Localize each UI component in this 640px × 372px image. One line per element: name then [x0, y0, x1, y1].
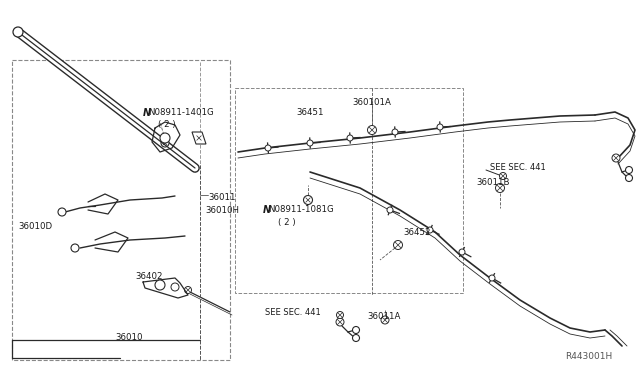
Text: ( 2 ): ( 2 ): [158, 120, 175, 129]
Text: 360101A: 360101A: [352, 98, 391, 107]
Text: 36402: 36402: [135, 272, 163, 281]
Circle shape: [459, 249, 465, 255]
Circle shape: [367, 125, 376, 135]
Text: N: N: [263, 205, 271, 215]
Circle shape: [161, 139, 169, 147]
Circle shape: [71, 244, 79, 252]
Bar: [235, 88, 463, 293]
Text: N08911-1081G: N08911-1081G: [268, 205, 333, 214]
Text: 36010D: 36010D: [18, 222, 52, 231]
Circle shape: [394, 241, 403, 250]
Text: 36011B: 36011B: [476, 178, 509, 187]
Circle shape: [612, 154, 620, 162]
Text: SEE SEC. 441: SEE SEC. 441: [490, 163, 546, 172]
Circle shape: [336, 318, 344, 326]
Circle shape: [184, 286, 191, 294]
Circle shape: [427, 227, 433, 233]
Circle shape: [307, 140, 313, 146]
Text: 36010: 36010: [115, 333, 143, 342]
Circle shape: [353, 327, 360, 334]
Bar: [12, 60, 230, 360]
Circle shape: [13, 27, 23, 37]
Circle shape: [489, 275, 495, 281]
Circle shape: [437, 124, 443, 130]
Circle shape: [625, 167, 632, 173]
Text: N08911-1401G: N08911-1401G: [148, 108, 214, 117]
Text: 36011: 36011: [208, 193, 236, 202]
Circle shape: [337, 311, 344, 318]
Circle shape: [381, 316, 389, 324]
Circle shape: [387, 207, 393, 213]
Circle shape: [499, 173, 506, 180]
Text: 36451: 36451: [296, 108, 323, 117]
Text: 36010H: 36010H: [205, 206, 239, 215]
Text: 36452: 36452: [403, 228, 431, 237]
Circle shape: [625, 174, 632, 182]
Circle shape: [171, 283, 179, 291]
Circle shape: [392, 129, 398, 135]
Text: R443001H: R443001H: [565, 352, 612, 361]
Circle shape: [265, 145, 271, 151]
Circle shape: [160, 133, 170, 143]
Circle shape: [58, 208, 66, 216]
Circle shape: [347, 135, 353, 141]
Circle shape: [155, 280, 165, 290]
Text: ( 2 ): ( 2 ): [278, 218, 296, 227]
Text: 36011A: 36011A: [367, 312, 401, 321]
Text: SEE SEC. 441: SEE SEC. 441: [265, 308, 321, 317]
Text: N: N: [143, 108, 151, 118]
Circle shape: [495, 183, 504, 192]
Circle shape: [195, 135, 202, 141]
Circle shape: [303, 196, 312, 205]
Polygon shape: [192, 132, 206, 144]
Circle shape: [353, 334, 360, 341]
